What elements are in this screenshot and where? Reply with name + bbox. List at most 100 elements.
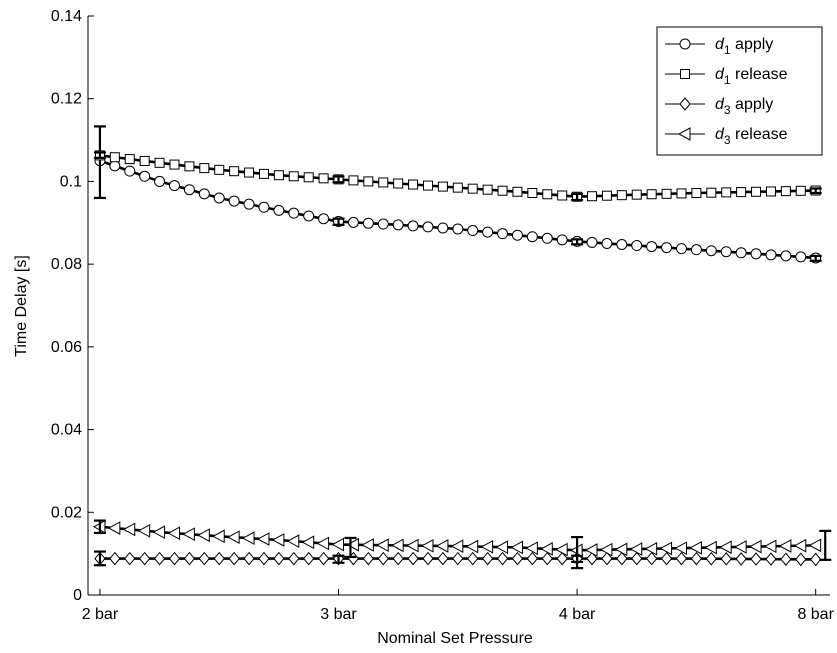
data-point (452, 182, 463, 193)
data-point (526, 551, 539, 566)
y-tick-label: 0.1 (60, 173, 82, 190)
data-point (689, 541, 702, 555)
data-point (556, 551, 568, 566)
data-point (780, 552, 792, 567)
legend-marker (679, 38, 691, 50)
data-point (273, 170, 284, 181)
data-point (152, 525, 166, 539)
y-tick-label: 0.04 (51, 422, 82, 439)
data-point (496, 551, 509, 566)
legend-entry-label: release (731, 126, 788, 143)
data-point (542, 189, 553, 200)
data-point (601, 551, 613, 566)
data-point (614, 542, 628, 557)
data-point (109, 160, 121, 172)
data-point (808, 538, 822, 553)
legend-entry-symbol: d (715, 96, 725, 113)
y-axis-label: Time Delay [s] (13, 255, 30, 357)
data-point (765, 552, 777, 566)
data-point (735, 247, 747, 259)
data-point (392, 551, 404, 566)
data-point (393, 178, 404, 189)
data-point (674, 541, 687, 556)
data-point (661, 242, 673, 254)
data-point (213, 192, 225, 204)
data-point (616, 190, 627, 201)
data-point (751, 186, 762, 197)
data-point (228, 551, 240, 566)
data-point (586, 551, 598, 566)
data-point (644, 541, 658, 556)
data-point (331, 537, 345, 552)
data-point (420, 538, 434, 553)
data-point (124, 551, 136, 566)
series-2 (93, 150, 822, 202)
data-point (167, 526, 180, 541)
legend-entry-symbol: d (715, 126, 725, 143)
data-point (720, 552, 732, 566)
data-point (810, 552, 822, 567)
data-point (316, 536, 330, 551)
data-point (286, 534, 300, 548)
data-point (437, 181, 448, 192)
data-point (437, 551, 449, 566)
data-point (406, 538, 419, 553)
data-point (288, 171, 299, 182)
x-tick-label: 4 bar (559, 606, 596, 623)
data-point (629, 542, 643, 556)
data-point (408, 179, 419, 190)
data-point (646, 241, 658, 253)
data-point (587, 191, 598, 202)
data-point (347, 216, 359, 228)
series-3 (93, 550, 822, 567)
data-point (510, 540, 523, 555)
data-point (631, 189, 642, 200)
data-point (348, 175, 359, 186)
data-point (512, 186, 523, 197)
data-point (497, 185, 508, 196)
data-point (705, 245, 717, 257)
data-point (541, 232, 553, 244)
data-point (154, 157, 165, 168)
data-point (363, 176, 374, 187)
data-point (765, 186, 776, 197)
data-point (467, 183, 478, 194)
data-point (183, 184, 195, 196)
data-point (557, 190, 568, 201)
data-point (599, 542, 613, 557)
data-point (525, 541, 538, 556)
x-tick-label: 3 bar (320, 606, 357, 623)
data-point (212, 529, 225, 544)
data-point (601, 237, 613, 249)
data-point (450, 539, 464, 554)
data-point (480, 539, 494, 554)
data-point (229, 166, 240, 177)
data-point (197, 528, 210, 543)
data-point (301, 535, 315, 550)
data-point (407, 551, 419, 566)
legend-entry: d3 apply (715, 96, 773, 117)
data-point (256, 532, 270, 546)
data-point (271, 533, 285, 547)
data-point (391, 538, 404, 553)
data-point (437, 222, 449, 234)
data-point (109, 551, 121, 566)
data-point (288, 551, 300, 566)
data-point (273, 551, 285, 566)
data-point (660, 551, 673, 566)
data-point (748, 539, 762, 554)
data-point (303, 172, 314, 183)
x-tick-label: 8 bar (797, 606, 834, 623)
data-point (288, 207, 300, 219)
legend-entry: d3 release (715, 126, 788, 147)
legend-marker (680, 69, 690, 79)
data-point (184, 161, 195, 172)
data-point (318, 173, 329, 184)
data-point (704, 540, 717, 555)
data-point (584, 543, 598, 557)
data-point (778, 539, 792, 553)
data-point (555, 542, 568, 557)
data-point (244, 167, 255, 178)
data-point (124, 154, 135, 165)
